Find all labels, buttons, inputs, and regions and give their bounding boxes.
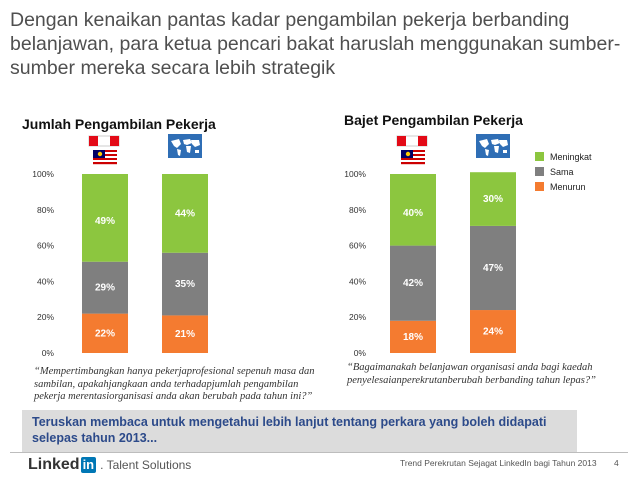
right-world-map-icon bbox=[476, 134, 510, 158]
left-chart-title: Jumlah Pengambilan Pekerja bbox=[22, 116, 216, 132]
left-malaysia-flag-icon bbox=[88, 135, 120, 165]
legend-label-meningkat: Meningkat bbox=[550, 151, 592, 162]
right-data-label-menurun-1: 24% bbox=[483, 327, 503, 338]
left-question-quote: “Mempertimbangkan hanya pekerjaprofesion… bbox=[34, 366, 315, 402]
logo-word: Linked bbox=[28, 456, 80, 473]
left-bar-meningkat-0 bbox=[82, 174, 128, 262]
right-bar-meningkat-1 bbox=[470, 172, 516, 226]
right-bar-sama-0 bbox=[390, 245, 436, 321]
left-bar-sama-1 bbox=[162, 252, 208, 316]
logo-in-box: in bbox=[80, 457, 97, 473]
charts-canvas: 0% 20% 40% 60% 80% 100% 22% 29% 49% 21% 35% 44% 0% 20… bbox=[32, 134, 516, 358]
right-bar-sama-1 bbox=[470, 225, 516, 311]
left-ytick-label: 100% bbox=[32, 169, 54, 179]
legend-swatch-meningkat bbox=[535, 152, 544, 161]
left-data-label-sama-1: 35% bbox=[175, 279, 195, 290]
left-ytick-label: 40% bbox=[37, 276, 54, 286]
right-ytick-label: 20% bbox=[349, 312, 366, 322]
left-data-label-menurun-1: 21% bbox=[175, 329, 195, 340]
left-ytick-label: 20% bbox=[37, 312, 54, 322]
right-bar-menurun-0 bbox=[390, 320, 436, 353]
left-ytick-label: 80% bbox=[37, 205, 54, 215]
footer-divider bbox=[10, 452, 628, 453]
left-bar-menurun-0 bbox=[82, 313, 128, 353]
right-data-label-meningkat-1: 30% bbox=[483, 194, 503, 205]
footer-text: Trend Perekrutan Sejagat LinkedIn bagi T… bbox=[400, 458, 597, 468]
left-data-label-sama-0: 29% bbox=[95, 283, 115, 294]
right-bar-meningkat-0 bbox=[390, 174, 436, 246]
right-data-label-menurun-0: 18% bbox=[403, 332, 423, 343]
headline: Dengan kenaikan pantas kadar pengambilan… bbox=[10, 9, 621, 79]
legend-item-menurun: Menurun bbox=[535, 180, 592, 193]
legend-item-meningkat: Meningkat bbox=[535, 150, 592, 163]
linkedin-logo: Linked in. Talent Solutions bbox=[28, 456, 191, 474]
left-world-map-icon bbox=[168, 134, 202, 158]
right-ytick-label: 0% bbox=[354, 348, 367, 358]
left-data-label-menurun-0: 22% bbox=[95, 328, 115, 339]
left-ytick-label: 60% bbox=[37, 241, 54, 251]
right-ytick-label: 100% bbox=[344, 169, 366, 179]
right-ytick-label: 80% bbox=[349, 205, 366, 215]
right-ytick-label: 60% bbox=[349, 241, 366, 251]
right-chart-title: Bajet Pengambilan Pekerja bbox=[344, 112, 523, 128]
right-bar-menurun-1 bbox=[470, 310, 516, 353]
read-more-text: Teruskan membaca untuk mengetahui lebih … bbox=[32, 415, 547, 445]
page-number: 4 bbox=[614, 458, 619, 468]
left-ytick-label: 0% bbox=[42, 348, 55, 358]
right-data-label-sama-1: 47% bbox=[483, 263, 503, 274]
left-bar-sama-0 bbox=[82, 261, 128, 314]
legend-label-menurun: Menurun bbox=[550, 181, 586, 192]
left-data-label-meningkat-0: 49% bbox=[95, 216, 115, 227]
right-malaysia-flag-icon bbox=[396, 135, 428, 165]
legend-label-sama: Sama bbox=[550, 166, 574, 177]
left-bar-menurun-1 bbox=[162, 315, 208, 353]
read-more-banner[interactable]: Teruskan membaca untuk mengetahui lebih … bbox=[22, 410, 577, 452]
logo-product: . Talent Solutions bbox=[100, 458, 192, 472]
legend: Meningkat Sama Menurun bbox=[535, 150, 592, 195]
legend-swatch-menurun bbox=[535, 182, 544, 191]
right-data-label-meningkat-0: 40% bbox=[403, 208, 423, 219]
right-question-quote: “Bagaimanakah belanjawan organisasi anda… bbox=[347, 362, 596, 386]
legend-item-sama: Sama bbox=[535, 165, 592, 178]
legend-swatch-sama bbox=[535, 167, 544, 176]
left-data-label-meningkat-1: 44% bbox=[175, 208, 195, 219]
left-bar-meningkat-1 bbox=[162, 174, 208, 253]
right-ytick-label: 40% bbox=[349, 276, 366, 286]
right-data-label-sama-0: 42% bbox=[403, 278, 423, 289]
